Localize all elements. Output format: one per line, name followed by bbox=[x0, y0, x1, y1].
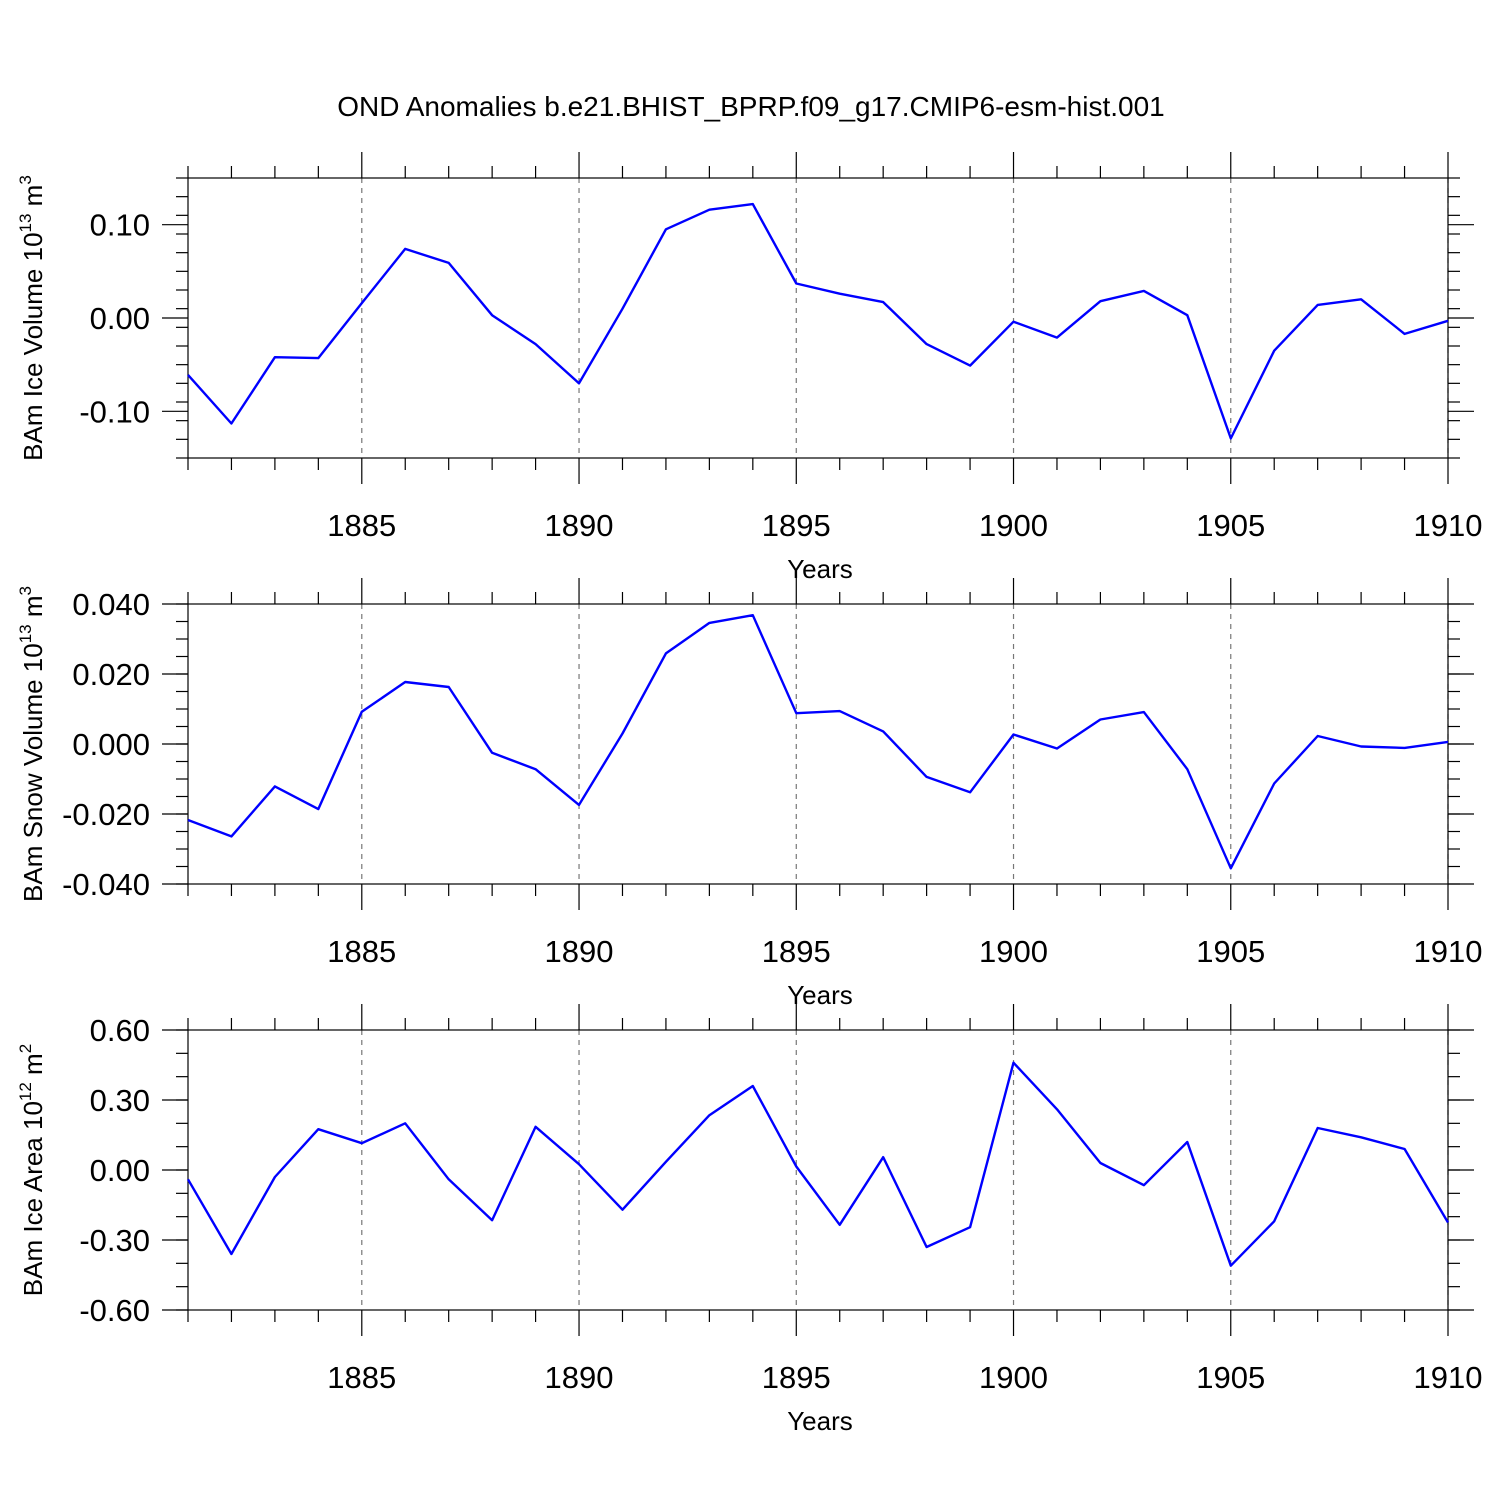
panel-1-xtick-label-2: 1895 bbox=[762, 508, 831, 543]
panel-3-x-axis-label: Years bbox=[787, 1406, 853, 1436]
panel-2-xtick-label-2: 1895 bbox=[762, 934, 831, 969]
panel-2-ytick-label-3: -0.020 bbox=[62, 797, 150, 832]
panel-1-y-axis-label: BAm Ice Volume 1013 m3 bbox=[16, 175, 48, 461]
panel-3-ytick-label-1: 0.30 bbox=[90, 1083, 150, 1118]
panel-1-x-axis-label: Years bbox=[787, 554, 853, 584]
panel-2: 0.040 0.020 0.000 -0.020 -0.040 1885 1890 1895 1… bbox=[16, 578, 1482, 1010]
panel-1-plot-frame bbox=[187, 177, 1449, 459]
panel-2-ytick-label-1: 0.020 bbox=[72, 657, 150, 692]
panel-1-ytick-label-1: 0.00 bbox=[90, 301, 150, 336]
panel-2-xtick-label-4: 1905 bbox=[1196, 934, 1265, 969]
panel-2-xtick-label-1: 1890 bbox=[545, 934, 614, 969]
panel-3-ytick-label-4: -0.60 bbox=[79, 1293, 150, 1328]
panel-1-xtick-label-1: 1890 bbox=[545, 508, 614, 543]
chart-title: OND Anomalies b.e21.BHIST_BPRP.f09_g17.C… bbox=[337, 91, 1164, 122]
panel-2-plot-frame bbox=[187, 603, 1449, 885]
panel-2-ytick-label-2: 0.000 bbox=[72, 727, 150, 762]
panel-1-xtick-label-5: 1910 bbox=[1414, 508, 1483, 543]
panel-2-xtick-label-5: 1910 bbox=[1414, 934, 1483, 969]
panel-3-series-line bbox=[186, 1061, 1450, 1267]
panel-3-ytick-label-2: 0.00 bbox=[90, 1153, 150, 1188]
panel-1-xtick-label-3: 1900 bbox=[979, 508, 1048, 543]
panel-3: 0.60 0.30 0.00 -0.30 -0.60 1885 1890 1895 1900 19… bbox=[16, 1004, 1482, 1436]
panel-1-series-line bbox=[187, 202, 1449, 440]
panel-2-ytick-label-0: 0.040 bbox=[72, 587, 150, 622]
panel-2-ytick-label-4: -0.040 bbox=[62, 867, 150, 902]
panel-3-y-axis-label: BAm Ice Area 1012 m2 bbox=[16, 1044, 48, 1296]
panel-3-xtick-label-1: 1890 bbox=[545, 1360, 614, 1395]
panel-2-x-axis-label: Years bbox=[787, 980, 853, 1010]
panel-3-xtick-label-3: 1900 bbox=[979, 1360, 1048, 1395]
panel-3-xtick-label-0: 1885 bbox=[327, 1360, 396, 1395]
panel-3-xtick-label-2: 1895 bbox=[762, 1360, 831, 1395]
panel-2-xtick-label-0: 1885 bbox=[327, 934, 396, 969]
panel-2-y-axis-label: BAm Snow Volume 1013 m3 bbox=[16, 586, 48, 902]
panel-3-ytick-label-3: -0.30 bbox=[79, 1223, 150, 1258]
panel-1-ytick-label-0: 0.10 bbox=[90, 208, 150, 243]
panel-1-xtick-label-4: 1905 bbox=[1196, 508, 1265, 543]
panel-3-plot-frame bbox=[187, 1029, 1449, 1311]
panel-1-xtick-label-0: 1885 bbox=[327, 508, 396, 543]
panel-3-ytick-label-0: 0.60 bbox=[90, 1013, 150, 1048]
panel-3-xtick-label-4: 1905 bbox=[1196, 1360, 1265, 1395]
panel-3-xtick-label-5: 1910 bbox=[1414, 1360, 1483, 1395]
panel-2-series-line bbox=[187, 614, 1449, 870]
panel-1-ytick-label-2: -0.10 bbox=[79, 394, 150, 429]
panel-1: 0.10 0.00 -0.10 1885 1890 1895 1900 1905 1910 Yea… bbox=[16, 152, 1482, 584]
panel-2-xtick-label-3: 1900 bbox=[979, 934, 1048, 969]
